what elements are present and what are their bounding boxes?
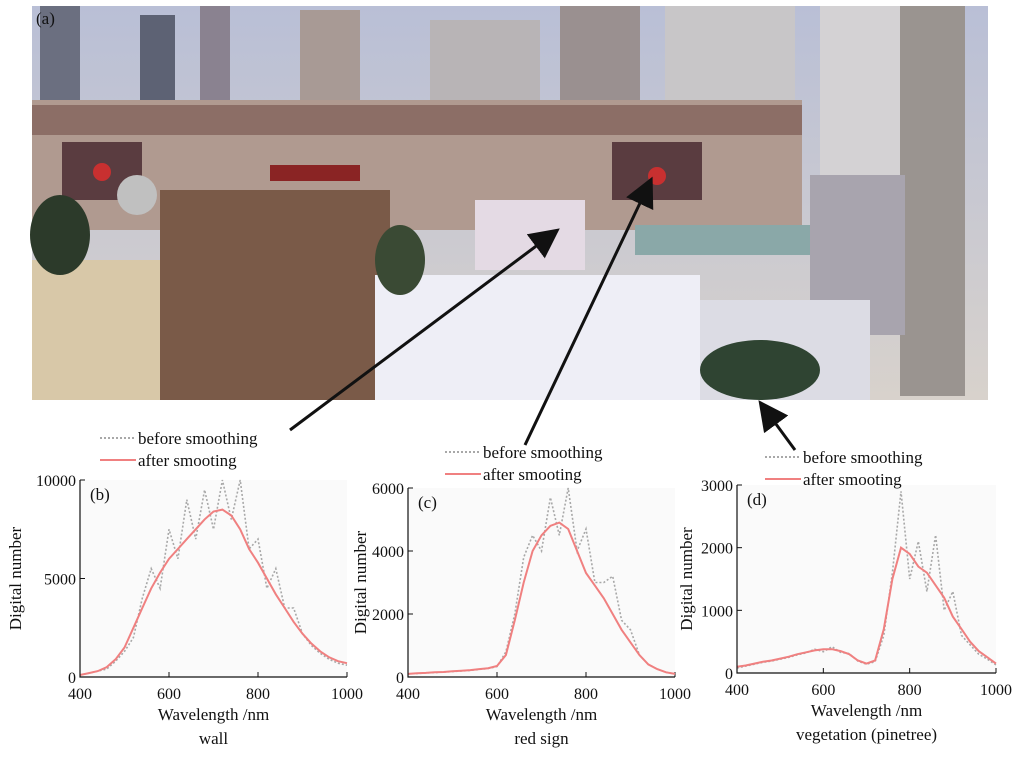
x-tick-label: 600 [157, 686, 181, 703]
x-tick-label: 800 [246, 686, 270, 703]
photo-label: (a) [36, 9, 55, 28]
x-tick-label: 400 [725, 682, 749, 699]
y-axis-label: Digital number [677, 527, 696, 631]
y-axis-label: Digital number [351, 530, 370, 634]
caption: vegetation (pinetree) [796, 725, 937, 744]
legend-label: before smoothing [803, 448, 923, 467]
y-tick-label: 10000 [36, 473, 76, 490]
x-tick-label: 600 [811, 682, 835, 699]
y-tick-label: 0 [725, 666, 733, 683]
panel-label: (d) [747, 490, 767, 509]
y-tick-label: 6000 [372, 481, 404, 498]
figure: (a) 05000100004006008001000before smooth… [0, 0, 1021, 755]
plot-area [737, 485, 996, 673]
x-tick-label: 400 [68, 686, 92, 703]
x-axis-label: Wavelength /nm [158, 705, 269, 724]
legend-label: before smoothing [483, 443, 603, 462]
legend-label: before smoothing [138, 429, 258, 448]
x-tick-label: 400 [396, 686, 420, 703]
x-tick-label: 1000 [659, 686, 691, 703]
y-tick-label: 2000 [372, 607, 404, 624]
legend-label: after smooting [483, 465, 582, 484]
y-tick-label: 2000 [701, 541, 733, 558]
caption: red sign [514, 729, 569, 748]
x-tick-label: 1000 [980, 682, 1012, 699]
y-tick-label: 0 [68, 670, 76, 687]
y-tick-label: 1000 [701, 603, 733, 620]
x-axis-label: Wavelength /nm [486, 705, 597, 724]
y-tick-label: 0 [396, 670, 404, 687]
caption: wall [199, 729, 229, 748]
panel-label: (c) [418, 493, 437, 512]
x-tick-label: 600 [485, 686, 509, 703]
x-tick-label: 800 [898, 682, 922, 699]
x-tick-label: 1000 [331, 686, 363, 703]
x-axis-label: Wavelength /nm [811, 701, 922, 720]
plot-area [80, 480, 347, 677]
photo: (a) [30, 6, 988, 400]
x-tick-label: 800 [574, 686, 598, 703]
legend-label: after smooting [138, 451, 237, 470]
y-tick-label: 3000 [701, 478, 733, 495]
panel-label: (b) [90, 485, 110, 504]
y-tick-label: 5000 [44, 572, 76, 589]
legend-label: after smooting [803, 470, 902, 489]
y-tick-label: 4000 [372, 544, 404, 561]
y-axis-label: Digital number [6, 526, 25, 630]
